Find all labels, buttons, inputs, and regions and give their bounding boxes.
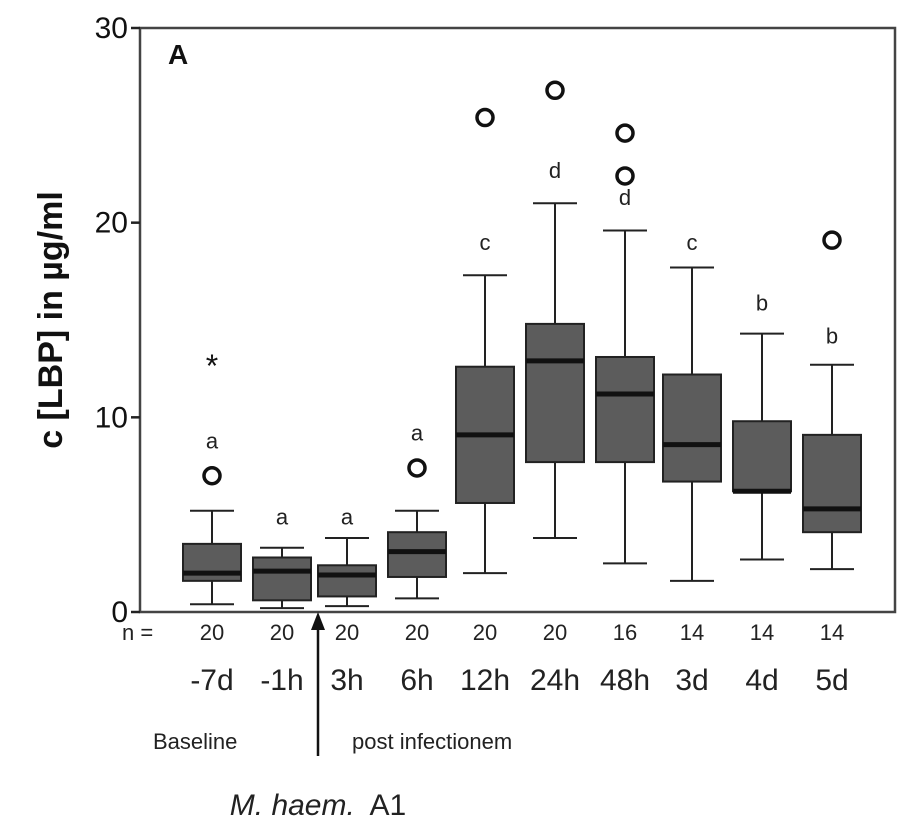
- panel-label: A: [168, 39, 188, 70]
- outlier-circle: [545, 80, 565, 101]
- x-tick-label: -1h: [260, 664, 303, 697]
- n-value: 20: [473, 620, 497, 645]
- iqr-box: [802, 433, 862, 534]
- box-24h: [525, 202, 585, 540]
- box-3h: [317, 537, 377, 608]
- post-infection-label: post infectionem: [352, 729, 512, 754]
- extreme-asterisk: *: [206, 348, 218, 384]
- x-tick-label: -7d: [190, 664, 233, 697]
- iqr-box: [595, 355, 655, 464]
- infection-strain-label: M. haem. A1: [230, 789, 406, 822]
- x-tick-label: 24h: [530, 664, 580, 697]
- iqr-box: [317, 564, 377, 598]
- significance-letter: b: [756, 290, 768, 315]
- n-label: n =: [122, 620, 153, 645]
- x-tick-label: 5d: [815, 664, 848, 697]
- n-value: 14: [750, 620, 774, 645]
- iqr-box: [732, 420, 792, 493]
- x-tick-label: 3d: [675, 664, 708, 697]
- n-value: 20: [335, 620, 359, 645]
- baseline-label: Baseline: [153, 729, 237, 754]
- iqr-box: [252, 556, 312, 602]
- iqr-box: [387, 531, 447, 578]
- plot-border: [138, 26, 897, 614]
- y-axis-label: c [LBP] in µg/ml: [32, 191, 70, 449]
- box-4d: [732, 332, 792, 561]
- significance-letter: a: [341, 504, 354, 529]
- box-3d: [662, 266, 722, 582]
- n-value: 20: [270, 620, 294, 645]
- outlier-circle: [407, 458, 427, 478]
- outliers-layer: *: [202, 80, 842, 486]
- n-value: 14: [680, 620, 704, 645]
- iqr-box: [525, 322, 585, 464]
- significance-letter: b: [826, 323, 838, 348]
- outlier-circle: [615, 123, 635, 143]
- outlier-circle: [202, 465, 222, 486]
- infection-strain: A1: [370, 789, 407, 822]
- x-tick-label: 48h: [600, 664, 650, 697]
- n-value: 16: [613, 620, 637, 645]
- iqr-box: [662, 373, 722, 483]
- plot-frame: [138, 26, 897, 614]
- x-axis-tick-labels: -7d -1h 3h 6h 12h 24h 48h 3d 4d 5d: [190, 664, 848, 697]
- significance-letter: a: [206, 428, 219, 453]
- boxes-layer: [182, 202, 862, 610]
- n-value: 20: [405, 620, 429, 645]
- x-tick-label: 3h: [330, 664, 363, 697]
- significance-letter: d: [619, 185, 631, 210]
- box-48h: [595, 229, 655, 565]
- outlier-circle: [822, 230, 842, 250]
- significance-letter: a: [411, 421, 424, 446]
- x-tick-label: 4d: [745, 664, 778, 697]
- significance-letter: a: [276, 504, 289, 529]
- box--7d: [182, 509, 242, 606]
- box-6h: [387, 509, 447, 600]
- box-5d: [802, 363, 862, 571]
- significance-letters-layer: a a a a c d d c b b: [206, 158, 838, 530]
- n-value: 20: [543, 620, 567, 645]
- x-tick-label: 6h: [400, 664, 433, 697]
- y-tick-label: 0: [111, 596, 128, 629]
- n-value: 14: [820, 620, 844, 645]
- box--1h: [252, 546, 312, 610]
- infection-species: M. haem.: [230, 789, 355, 822]
- significance-letter: c: [480, 230, 491, 255]
- n-value: 20: [200, 620, 224, 645]
- outlier-circle: [615, 166, 635, 186]
- y-axis: 0 10 20 30: [95, 12, 140, 629]
- x-tick-label: 12h: [460, 664, 510, 697]
- significance-letter: d: [549, 158, 561, 183]
- significance-letter: c: [687, 230, 698, 255]
- y-tick-label: 20: [95, 207, 128, 240]
- box-12h: [455, 274, 515, 575]
- y-tick-label: 30: [95, 12, 128, 45]
- infection-arrow: [311, 612, 325, 756]
- outlier-circle: [475, 107, 495, 128]
- y-tick-label: 10: [95, 401, 128, 434]
- sample-size-row: 20 20 20 20 20 20 16 14 14 14: [200, 620, 844, 645]
